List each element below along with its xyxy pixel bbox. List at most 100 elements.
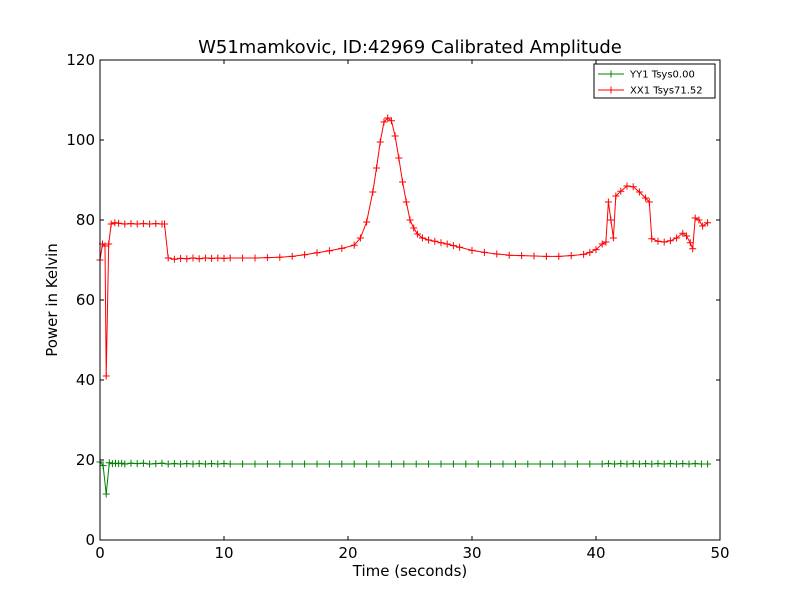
data-point — [629, 183, 637, 191]
data-point — [325, 460, 333, 468]
data-point — [170, 460, 178, 468]
data-point — [146, 460, 154, 468]
x-tick-label: 10 — [214, 544, 233, 562]
data-point — [325, 247, 333, 255]
data-point — [101, 242, 109, 250]
data-point — [607, 216, 615, 224]
data-point — [177, 254, 185, 262]
data-point — [183, 255, 191, 263]
data-point — [375, 460, 383, 468]
data-point — [645, 198, 653, 206]
data-point — [380, 118, 388, 126]
data-point — [648, 235, 656, 243]
x-tick-label: 50 — [710, 544, 729, 562]
data-point — [152, 220, 160, 228]
data-point — [376, 138, 384, 146]
data-point — [301, 251, 309, 259]
data-point — [487, 460, 495, 468]
data-point — [611, 460, 619, 468]
data-point — [425, 460, 433, 468]
data-point — [402, 198, 410, 206]
data-point — [604, 198, 612, 206]
data-point — [164, 460, 172, 468]
series-1 — [96, 114, 712, 380]
data-point — [609, 234, 617, 242]
data-point — [208, 460, 216, 468]
data-point — [697, 460, 705, 468]
data-point — [369, 188, 377, 196]
data-point — [363, 460, 371, 468]
data-point — [133, 220, 141, 228]
data-point — [99, 462, 107, 470]
data-point — [598, 240, 606, 248]
series-line — [99, 117, 708, 377]
series-layer — [96, 114, 712, 498]
data-point — [480, 248, 488, 256]
data-point — [146, 220, 154, 228]
data-point — [127, 459, 135, 467]
data-point — [399, 178, 407, 186]
data-point — [350, 241, 358, 249]
data-point — [555, 252, 563, 260]
ticks-layer: 0 10 20 30 40 50 0 20 40 60 80 100 120 — [66, 51, 729, 562]
data-point — [251, 460, 259, 468]
data-point — [105, 459, 113, 467]
data-point — [313, 249, 321, 257]
data-point — [301, 460, 309, 468]
data-point — [530, 252, 538, 260]
data-point — [164, 254, 172, 262]
data-point — [499, 460, 507, 468]
data-point — [139, 459, 147, 467]
x-tick-label: 0 — [95, 544, 105, 562]
data-point — [598, 460, 606, 468]
data-point — [118, 459, 126, 467]
data-point — [170, 255, 178, 263]
data-point — [586, 460, 594, 468]
x-tick-label: 40 — [586, 544, 605, 562]
data-point — [102, 490, 110, 498]
y-tick-label: 20 — [76, 451, 95, 469]
data-point — [431, 237, 439, 245]
data-point — [683, 232, 691, 240]
data-point — [189, 254, 197, 262]
y-tick-label: 100 — [66, 131, 95, 149]
data-point — [105, 240, 113, 248]
data-point — [418, 234, 426, 242]
data-point — [239, 254, 247, 262]
data-point — [592, 246, 600, 254]
data-point — [102, 372, 110, 380]
data-point — [413, 230, 421, 238]
data-point — [456, 243, 464, 251]
data-point — [177, 460, 185, 468]
data-point — [612, 192, 620, 200]
data-point — [160, 220, 168, 228]
data-point — [617, 460, 625, 468]
data-point — [573, 460, 581, 468]
legend-label: XX1 Tsys71.52 — [630, 86, 703, 97]
data-point — [686, 239, 694, 247]
data-point — [505, 251, 513, 259]
legend-marker — [607, 70, 615, 78]
data-point — [139, 220, 147, 228]
data-point — [133, 460, 141, 468]
data-point — [208, 254, 216, 262]
y-tick-label: 120 — [66, 51, 95, 69]
data-point — [384, 114, 392, 122]
data-point — [158, 459, 166, 467]
data-point — [660, 238, 668, 246]
data-point — [363, 218, 371, 226]
data-point — [617, 187, 625, 195]
data-point — [474, 460, 482, 468]
data-point — [189, 460, 197, 468]
y-tick-label: 60 — [76, 291, 95, 309]
data-point — [288, 252, 296, 260]
data-point — [412, 460, 420, 468]
data-point — [673, 460, 681, 468]
data-point — [288, 460, 296, 468]
data-point — [226, 460, 234, 468]
data-point — [121, 460, 129, 468]
data-point — [183, 460, 191, 468]
legend: YY1 Tsys0.00 XX1 Tsys71.52 — [593, 63, 716, 99]
data-point — [691, 214, 699, 222]
data-point — [654, 460, 662, 468]
